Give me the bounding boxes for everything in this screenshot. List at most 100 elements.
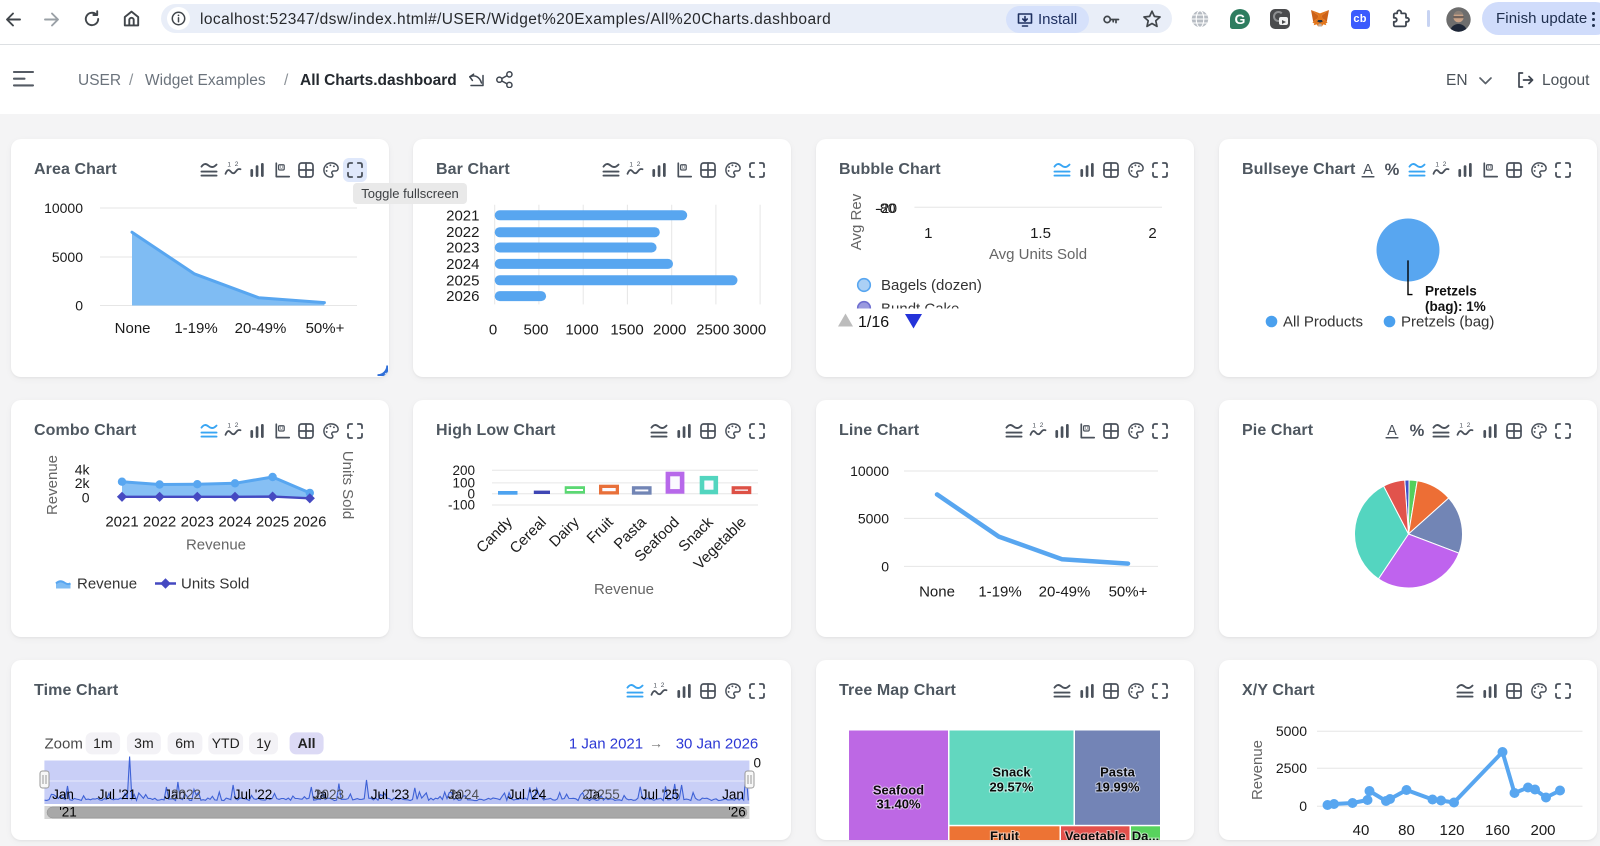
svg-text:Bagels (dozen): Bagels (dozen) [881, 277, 982, 294]
svg-text:%: % [1385, 161, 1400, 179]
svg-text:A: A [1387, 423, 1397, 439]
svg-text:80: 80 [1398, 822, 1415, 839]
svg-text:Ja: Ja [586, 787, 601, 802]
svg-text:50%+: 50%+ [306, 320, 345, 337]
svg-text:Revenue: Revenue [594, 581, 654, 598]
svg-text:Vegetable: Vegetable [1065, 829, 1126, 840]
svg-text:Revenue: Revenue [77, 576, 137, 593]
svg-text:2024: 2024 [449, 787, 480, 802]
svg-text:None: None [115, 320, 151, 337]
svg-text:%: % [1409, 422, 1424, 440]
svg-text:2026: 2026 [293, 514, 326, 531]
svg-text:Snack: Snack [992, 764, 1031, 779]
svg-text:2: 2 [1148, 225, 1156, 242]
svg-text:2021: 2021 [105, 514, 138, 531]
svg-text:Pretzels: Pretzels [1425, 284, 1477, 299]
svg-text:2: 2 [637, 161, 641, 168]
svg-text:Zoom: Zoom [45, 736, 83, 753]
svg-text:Candy: Candy [473, 513, 516, 556]
svg-text:All Products: All Products [1283, 314, 1363, 331]
svg-text:1: 1 [227, 161, 231, 168]
svg-text:2022: 2022 [143, 514, 176, 531]
svg-text:2: 2 [1443, 161, 1447, 168]
svg-text:2024: 2024 [446, 256, 479, 273]
svg-text:1: 1 [654, 682, 658, 689]
svg-text:1500: 1500 [610, 322, 643, 339]
svg-text:1: 1 [1460, 422, 1464, 429]
svg-text:5000: 5000 [52, 249, 83, 265]
svg-text:Units Sold: Units Sold [181, 576, 249, 593]
svg-text:40: 40 [1353, 822, 1370, 839]
svg-text:1: 1 [924, 225, 932, 242]
svg-text:0: 0 [280, 426, 283, 432]
svg-text:6m: 6m [175, 735, 194, 751]
svg-text:1m: 1m [93, 735, 112, 751]
svg-text:0: 0 [881, 558, 889, 574]
svg-text:Ja: Ja [313, 787, 328, 802]
svg-text:Jul '23: Jul '23 [371, 787, 410, 802]
svg-text:1: 1 [1032, 422, 1036, 429]
svg-text:2: 2 [1467, 422, 1471, 429]
svg-text:Cereal: Cereal [507, 514, 550, 557]
svg-text:0: 0 [1299, 798, 1307, 814]
svg-text:2022: 2022 [446, 224, 479, 241]
svg-text:-20: -20 [877, 200, 897, 216]
svg-text:1-19%: 1-19% [174, 320, 217, 337]
svg-text:1: 1 [1435, 161, 1439, 168]
svg-text:A: A [1363, 162, 1373, 178]
svg-text:1000: 1000 [565, 322, 598, 339]
svg-text:3000: 3000 [733, 322, 766, 339]
svg-text:2500: 2500 [1276, 760, 1307, 776]
svg-text:Seafood: Seafood [873, 783, 924, 798]
svg-text:'21: '21 [59, 805, 77, 820]
svg-text:Jan: Jan [722, 787, 744, 802]
svg-text:1: 1 [629, 161, 633, 168]
svg-text:500: 500 [523, 322, 548, 339]
svg-text:All: All [298, 735, 316, 751]
svg-text:1y: 1y [256, 735, 271, 751]
svg-text:Units Sold: Units Sold [339, 451, 356, 519]
svg-text:19.99%: 19.99% [1095, 779, 1140, 794]
svg-text:10000: 10000 [850, 463, 889, 479]
svg-text:120: 120 [1439, 822, 1464, 839]
svg-text:2025: 2025 [446, 272, 479, 289]
svg-text:2023: 2023 [446, 240, 479, 257]
svg-text:10000: 10000 [44, 200, 83, 216]
svg-text:Jul '24: Jul '24 [508, 787, 547, 802]
svg-text:50%+: 50%+ [1109, 584, 1148, 601]
svg-text:0: 0 [1085, 426, 1088, 432]
svg-text:Revenue: Revenue [1249, 740, 1266, 800]
svg-text:30 Jan 2026: 30 Jan 2026 [676, 736, 759, 753]
svg-text:29.57%: 29.57% [989, 779, 1034, 794]
svg-text:20-49%: 20-49% [1039, 584, 1091, 601]
svg-text:200: 200 [452, 463, 475, 478]
svg-text:-100: -100 [448, 498, 475, 513]
svg-text:Pasta: Pasta [1100, 764, 1135, 779]
svg-text:1 Jan 2021: 1 Jan 2021 [569, 736, 643, 753]
svg-text:0: 0 [489, 322, 497, 339]
svg-text:Revenue: Revenue [186, 537, 246, 554]
svg-text:20-49%: 20-49% [235, 320, 287, 337]
svg-text:2023: 2023 [181, 514, 214, 531]
svg-text:160: 160 [1485, 822, 1510, 839]
svg-text:2: 2 [1040, 422, 1044, 429]
svg-text:2023: 2023 [314, 787, 344, 802]
svg-text:1-19%: 1-19% [978, 584, 1021, 601]
svg-text:0: 0 [82, 489, 90, 505]
svg-text:'26: '26 [728, 805, 746, 820]
svg-text:20255: 20255 [582, 787, 620, 802]
svg-text:2026: 2026 [446, 288, 479, 305]
svg-text:31.40%: 31.40% [876, 797, 921, 812]
svg-text:2000: 2000 [653, 322, 686, 339]
svg-text:Fruit: Fruit [990, 829, 1020, 840]
svg-text:2k: 2k [75, 475, 91, 491]
svg-text:Avg Rev: Avg Rev [848, 193, 865, 250]
svg-text:2021: 2021 [446, 207, 479, 224]
svg-text:1.5: 1.5 [1030, 225, 1051, 242]
svg-text:Ja: Ja [448, 787, 463, 802]
svg-text:0: 0 [467, 486, 475, 501]
svg-text:200: 200 [1530, 822, 1555, 839]
svg-text:2: 2 [235, 161, 239, 168]
svg-text:0: 0 [754, 756, 762, 771]
svg-text:Pretzels (bag): Pretzels (bag) [1401, 314, 1494, 331]
